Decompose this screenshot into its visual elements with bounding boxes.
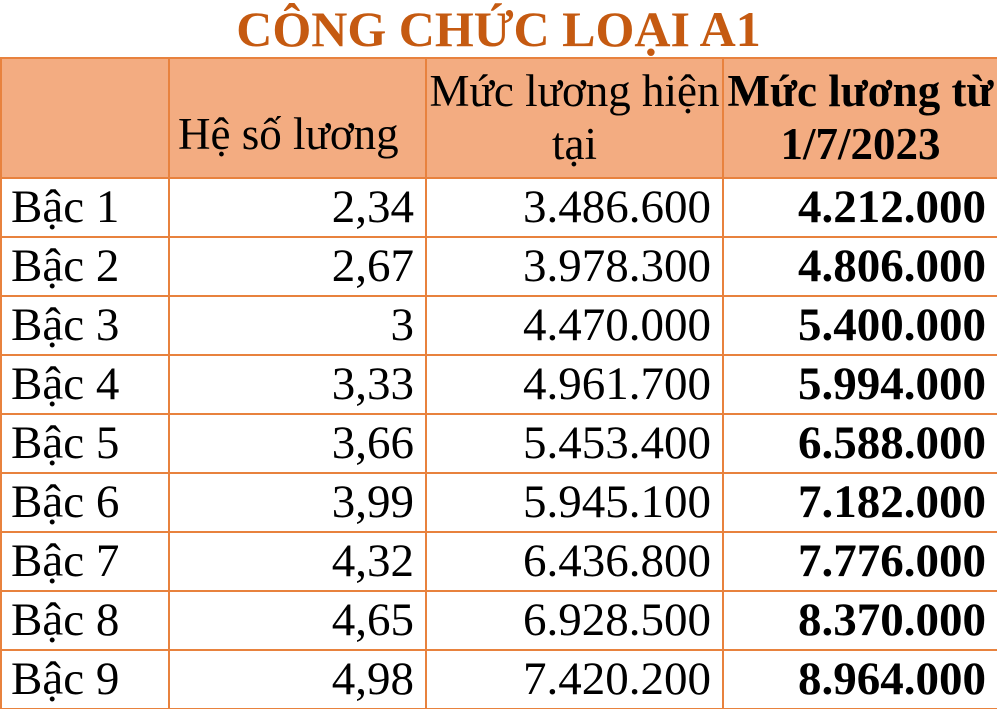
table-header-row: Hệ số lương Mức lương hiện tại Mức lương… — [0, 57, 997, 179]
cell-new-salary: 8.370.000 — [722, 590, 997, 651]
header-cell-new-salary: Mức lương từ 1/7/2023 — [722, 57, 997, 179]
title-band: CÔNG CHỨC LOẠI A1 — [0, 0, 997, 57]
table-row: Bậc 4 3,33 4.961.700 5.994.000 — [0, 354, 997, 415]
cell-new-salary: 7.776.000 — [722, 531, 997, 592]
cell-coefficient: 2,67 — [168, 236, 427, 297]
cell-new-salary: 5.400.000 — [722, 295, 997, 356]
cell-current-salary: 6.928.500 — [425, 590, 724, 651]
table-row: Bậc 9 4,98 7.420.200 8.964.000 — [0, 649, 997, 709]
cell-coefficient: 3,33 — [168, 354, 427, 415]
cell-coefficient: 3,66 — [168, 413, 427, 474]
cell-new-salary: 4.212.000 — [722, 177, 997, 238]
cell-new-salary: 4.806.000 — [722, 236, 997, 297]
cell-level-label: Bậc 9 — [0, 649, 170, 709]
cell-level-label: Bậc 1 — [0, 177, 170, 238]
cell-current-salary: 4.961.700 — [425, 354, 724, 415]
cell-coefficient: 3 — [168, 295, 427, 356]
cell-current-salary: 6.436.800 — [425, 531, 724, 592]
cell-coefficient: 4,98 — [168, 649, 427, 709]
cell-current-salary: 5.453.400 — [425, 413, 724, 474]
page-title: CÔNG CHỨC LOẠI A1 — [236, 0, 761, 57]
cell-level-label: Bậc 8 — [0, 590, 170, 651]
cell-new-salary: 6.588.000 — [722, 413, 997, 474]
table-row: Bậc 2 2,67 3.978.300 4.806.000 — [0, 236, 997, 297]
header-cell-empty — [0, 57, 170, 179]
header-cell-coefficient: Hệ số lương — [168, 57, 427, 179]
cell-level-label: Bậc 3 — [0, 295, 170, 356]
cell-level-label: Bậc 2 — [0, 236, 170, 297]
cell-new-salary: 7.182.000 — [722, 472, 997, 533]
cell-coefficient: 4,65 — [168, 590, 427, 651]
cell-new-salary: 8.964.000 — [722, 649, 997, 709]
cell-current-salary: 5.945.100 — [425, 472, 724, 533]
cell-current-salary: 7.420.200 — [425, 649, 724, 709]
table-row: Bậc 3 3 4.470.000 5.400.000 — [0, 295, 997, 356]
table-row: Bậc 1 2,34 3.486.600 4.212.000 — [0, 177, 997, 238]
cell-coefficient: 3,99 — [168, 472, 427, 533]
cell-level-label: Bậc 7 — [0, 531, 170, 592]
cell-current-salary: 3.486.600 — [425, 177, 724, 238]
cell-current-salary: 3.978.300 — [425, 236, 724, 297]
cell-level-label: Bậc 4 — [0, 354, 170, 415]
table-row: Bậc 7 4,32 6.436.800 7.776.000 — [0, 531, 997, 592]
cell-new-salary: 5.994.000 — [722, 354, 997, 415]
table-row: Bậc 8 4,65 6.928.500 8.370.000 — [0, 590, 997, 651]
cell-level-label: Bậc 6 — [0, 472, 170, 533]
table-row: Bậc 6 3,99 5.945.100 7.182.000 — [0, 472, 997, 533]
header-cell-current-salary: Mức lương hiện tại — [425, 57, 724, 179]
table-row: Bậc 5 3,66 5.453.400 6.588.000 — [0, 413, 997, 474]
cell-coefficient: 2,34 — [168, 177, 427, 238]
cell-level-label: Bậc 5 — [0, 413, 170, 474]
salary-table: Hệ số lương Mức lương hiện tại Mức lương… — [0, 57, 997, 709]
cell-coefficient: 4,32 — [168, 531, 427, 592]
cell-current-salary: 4.470.000 — [425, 295, 724, 356]
